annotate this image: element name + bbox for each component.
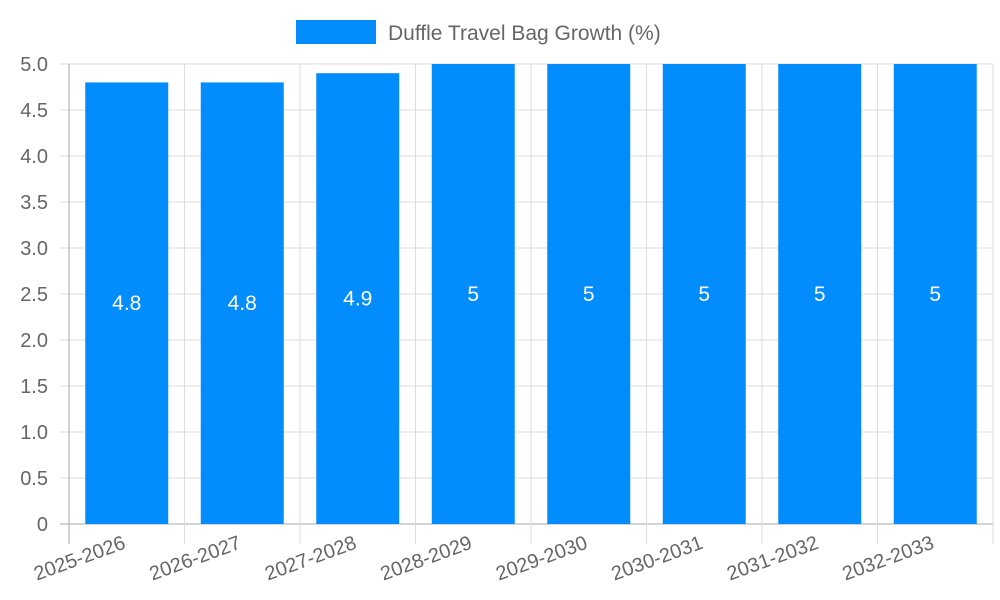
x-tick-label: 2025-2026 bbox=[31, 532, 128, 585]
y-tick-label: 5.0 bbox=[20, 54, 48, 76]
bar bbox=[431, 64, 515, 524]
legend-swatch bbox=[296, 20, 376, 44]
bar bbox=[85, 82, 169, 525]
y-tick-label: 4.5 bbox=[20, 100, 48, 122]
bar-value-label: 5 bbox=[583, 283, 595, 306]
y-tick-label: 4.0 bbox=[20, 146, 48, 168]
y-tick-label: 1.0 bbox=[20, 422, 48, 444]
bar-value-label: 5 bbox=[814, 283, 826, 306]
y-tick-label: 0.5 bbox=[20, 468, 48, 490]
x-tick-label: 2029-2030 bbox=[493, 532, 590, 585]
x-tick-label: 2027-2028 bbox=[262, 532, 359, 585]
y-tick-label: 2.0 bbox=[20, 330, 48, 352]
bar-value-label: 5 bbox=[698, 283, 710, 306]
y-tick-label: 3.0 bbox=[20, 238, 48, 260]
bar-value-label: 5 bbox=[467, 283, 479, 306]
bar bbox=[662, 64, 746, 524]
legend-label: Duffle Travel Bag Growth (%) bbox=[388, 22, 661, 45]
x-tick-label: 2032-2033 bbox=[840, 532, 937, 585]
bar-value-label: 4.8 bbox=[112, 292, 141, 315]
y-tick-label: 1.5 bbox=[20, 376, 48, 398]
bar bbox=[893, 64, 977, 524]
legend[interactable]: Duffle Travel Bag Growth (%) bbox=[296, 20, 661, 45]
bar bbox=[778, 64, 862, 524]
y-tick-label: 2.5 bbox=[20, 284, 48, 306]
y-tick-label: 3.5 bbox=[20, 192, 48, 214]
bar bbox=[200, 82, 284, 525]
x-tick-label: 2026-2027 bbox=[147, 532, 244, 585]
bar bbox=[316, 73, 400, 524]
x-tick-label: 2031-2032 bbox=[724, 532, 821, 585]
bar-value-label: 5 bbox=[929, 283, 941, 306]
y-tick-label: 0 bbox=[37, 514, 48, 536]
bar bbox=[547, 64, 631, 524]
x-tick-label: 2030-2031 bbox=[609, 532, 706, 585]
bar-value-label: 4.9 bbox=[343, 288, 372, 311]
x-tick-label: 2028-2029 bbox=[378, 532, 475, 585]
bar-value-label: 4.8 bbox=[228, 292, 257, 315]
